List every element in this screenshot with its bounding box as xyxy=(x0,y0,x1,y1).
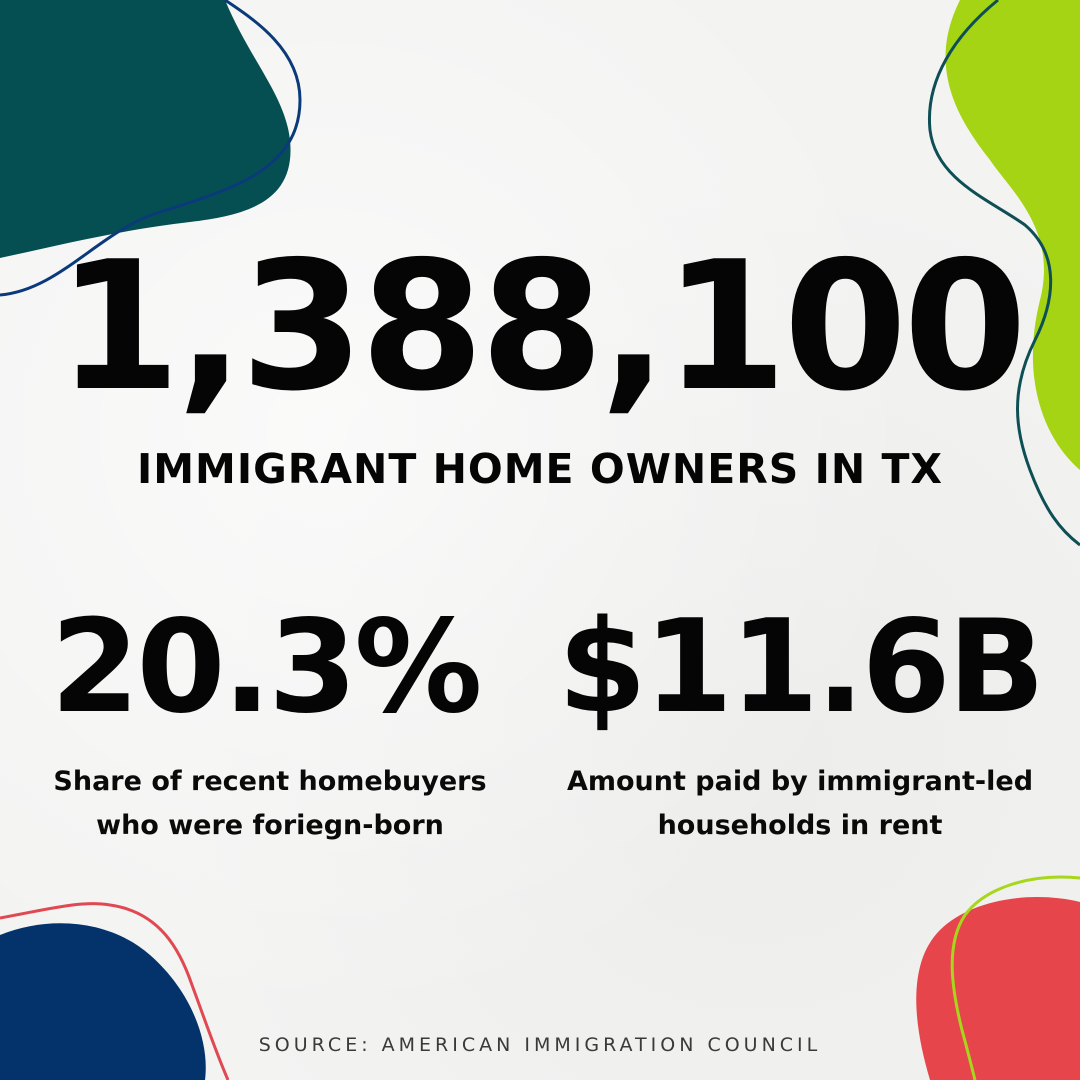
stat-rent-description: Amount paid by immigrant-led households … xyxy=(540,760,1060,848)
bottom-left-red-line xyxy=(0,902,230,1080)
stat-rent-description-line1: Amount paid by immigrant-led xyxy=(566,766,1034,797)
bottom-right-red-blob xyxy=(916,897,1080,1080)
bottom-left-navy-blob xyxy=(0,923,206,1080)
headline-label: IMMIGRANT HOME OWNERS IN TX xyxy=(136,445,944,493)
stat-homebuyers-description-line1: Share of recent homebuyers xyxy=(53,766,487,797)
source-credit: SOURCE: AMERICAN IMMIGRATION COUNCIL xyxy=(258,1034,822,1056)
top-right-lime-blob xyxy=(945,0,1080,470)
stat-rent-paid: $11.6B xyxy=(557,593,1045,742)
top-left-teal-blob xyxy=(0,0,291,258)
top-right-teal-line xyxy=(927,0,1080,547)
top-left-navy-line xyxy=(0,0,302,297)
headline-number: 1,388,100 xyxy=(56,223,1027,430)
stat-homebuyers-description-line2: who were foriegn-born xyxy=(96,810,444,841)
stat-homebuyers-share: 20.3% xyxy=(50,593,482,742)
bottom-right-lime-line xyxy=(950,875,1080,1080)
stat-homebuyers-description: Share of recent homebuyers who were fori… xyxy=(20,760,520,848)
stat-rent-description-line2: households in rent xyxy=(657,810,943,841)
